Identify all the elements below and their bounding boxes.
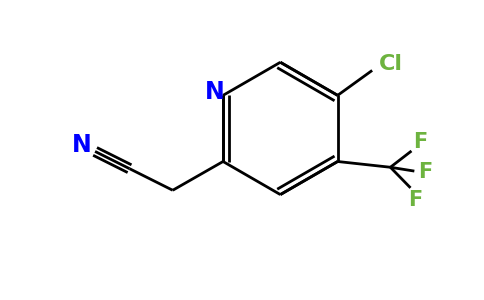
Text: N: N xyxy=(72,133,91,157)
Text: F: F xyxy=(408,190,423,210)
Text: F: F xyxy=(413,132,427,152)
Text: Cl: Cl xyxy=(378,54,402,74)
Text: F: F xyxy=(418,162,432,182)
Text: N: N xyxy=(205,80,224,103)
